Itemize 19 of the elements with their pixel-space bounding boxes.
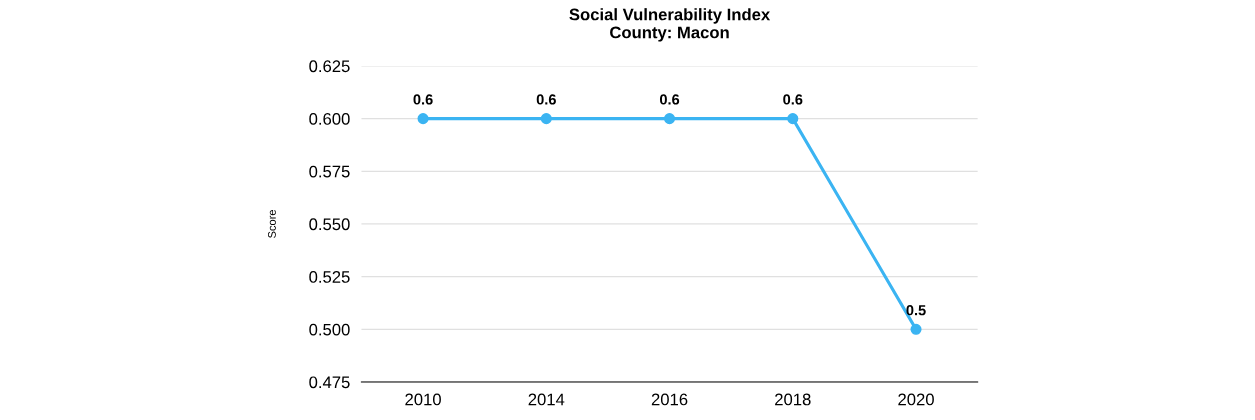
y-tick-label: 0.475 xyxy=(309,376,350,389)
y-tick-label: 0.550 xyxy=(309,218,350,231)
data-label: 0.6 xyxy=(413,94,433,105)
y-axis-title: Score xyxy=(268,209,276,238)
data-label: 0.6 xyxy=(783,94,803,105)
y-tick-label: 0.500 xyxy=(309,323,350,336)
y-tick-label: 0.525 xyxy=(309,271,350,283)
data-label: 0.6 xyxy=(536,94,556,105)
x-tick-label: 2010 xyxy=(405,393,441,406)
x-tick-label: 2018 xyxy=(775,393,811,406)
data-label: 0.6 xyxy=(659,94,680,105)
data-label: 0.5 xyxy=(906,304,926,316)
y-tick-label: 0.575 xyxy=(309,165,350,178)
y-tick-label: 0.625 xyxy=(309,60,350,73)
chart-title: Social Vulnerability Index County: Macon xyxy=(569,8,771,42)
y-tick-label: 0.600 xyxy=(309,113,350,125)
x-tick-label: 2020 xyxy=(898,393,934,406)
x-tick-label: 2014 xyxy=(528,393,565,406)
x-tick-label: 2016 xyxy=(651,393,688,406)
